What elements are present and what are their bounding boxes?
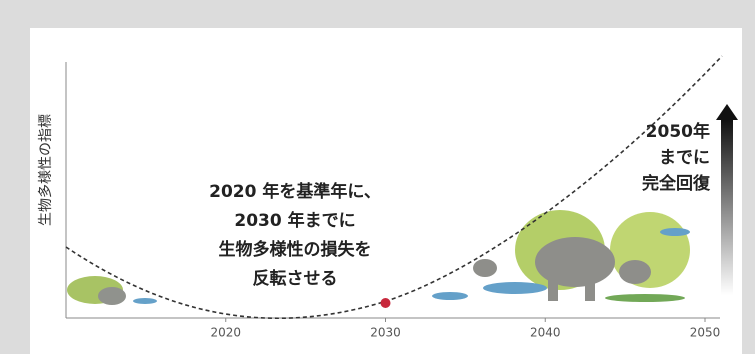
goal-line: 完全回復 <box>642 173 711 194</box>
goal-arrow-head <box>716 104 738 120</box>
annotation-line: 生物多様性の損失を <box>219 239 372 260</box>
x-tick-label: 2040 <box>530 326 561 340</box>
goal-line: までに <box>659 148 710 168</box>
y-axis-label: 生物多様性の指標 <box>37 114 54 226</box>
x-tick-label: 2030 <box>370 326 401 340</box>
highlight-point <box>380 298 391 308</box>
illustration <box>67 210 690 305</box>
x-tick-label: 2020 <box>210 326 241 340</box>
x-tick-label: 2050 <box>690 326 721 340</box>
annotation-line: 反転させる <box>253 268 338 289</box>
annotation-line: 2030 年までに <box>234 210 355 231</box>
goal-arrow <box>721 120 733 295</box>
goal-line: 2050年 <box>646 121 710 142</box>
trend-curve <box>65 55 723 319</box>
annotation-line: 2020 年を基準年に、 <box>209 181 381 202</box>
